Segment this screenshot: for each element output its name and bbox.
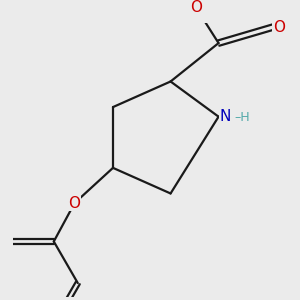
Text: O: O xyxy=(190,0,202,15)
Text: O: O xyxy=(69,196,81,211)
Text: N: N xyxy=(220,109,231,124)
Text: –H: –H xyxy=(235,111,250,124)
Text: O: O xyxy=(273,20,285,34)
